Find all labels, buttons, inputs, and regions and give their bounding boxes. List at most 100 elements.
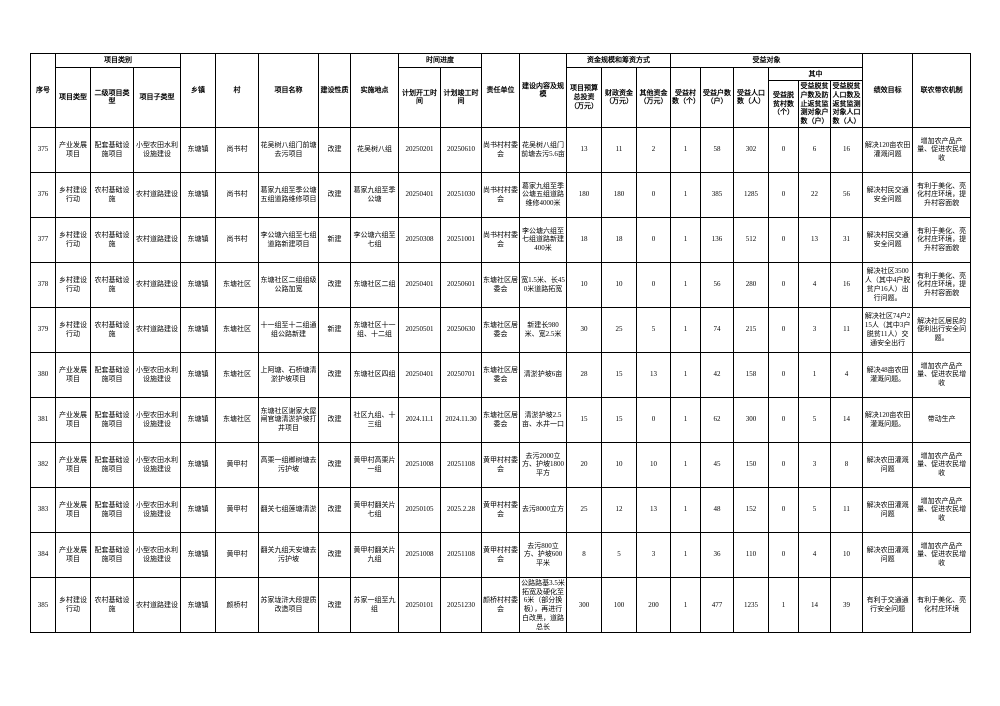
- cell-category-level2: 配套基础设施项目: [90, 441, 134, 488]
- cell-end-date: 20250610: [440, 126, 483, 173]
- cell-other-funds: 200: [636, 576, 672, 634]
- cell-fiscal-funds: 15: [601, 351, 638, 398]
- cell-category-level2: 配套基础设施项目: [90, 531, 134, 578]
- cell-fiscal-funds: 10: [601, 441, 638, 488]
- table-row: 377 乡村建设行动 农村基础设施 农村道路建设 东塘镇 尚书村 李公塘六组至七组道路新建项…: [30, 216, 972, 263]
- cell-poverty-villages: 0: [768, 171, 800, 218]
- cell-total-budget: 15: [566, 396, 603, 443]
- table-header: 序号 项目类别 乡镇 村 项目名称 建设性质 实施地点 时间进度 责任单位 建设…: [30, 53, 972, 128]
- cell-serial: 384: [30, 531, 56, 578]
- col-group-category: 项目类别: [54, 53, 182, 68]
- cell-poverty-villages: 0: [768, 396, 800, 443]
- cell-end-date: 20251108: [440, 441, 483, 488]
- cell-build-nature: 改建: [318, 531, 352, 578]
- cell-total-budget: 8: [566, 531, 603, 578]
- cell-project-name: 十一组至十二组通组公路新建: [258, 306, 320, 353]
- cell-beneficiary-households: 42: [700, 351, 735, 398]
- cell-beneficiary-population: 110: [733, 531, 770, 578]
- cell-poverty-villages: 0: [768, 216, 800, 263]
- cell-village: 尚书村: [215, 216, 260, 263]
- cell-serial: 375: [30, 126, 56, 173]
- cell-location: 黄甲村翻关片九组: [350, 531, 400, 578]
- cell-serial: 385: [30, 576, 56, 634]
- table-row: 381 产业发展项目 配套基础设施项目 小型农田水利设施建设 东塘镇 东塘社区 东塘社区谢家…: [30, 396, 972, 443]
- col-header-location: 实施地点: [350, 53, 400, 128]
- cell-poverty-villages: 0: [768, 306, 800, 353]
- cell-start-date: 20250501: [398, 306, 442, 353]
- cell-performance-goal: 解决村民交通安全问题: [862, 216, 914, 263]
- cell-project-name: 李公塘六组至七组道路新建项目: [258, 216, 320, 263]
- col-header-category-sub: 项目子类型: [132, 67, 182, 128]
- cell-end-date: 20250701: [440, 351, 483, 398]
- cell-beneficiary-population: 280: [733, 261, 770, 308]
- cell-category-type: 乡村建设行动: [55, 576, 91, 634]
- col-header-category-level2: 二级项目类型: [90, 67, 134, 128]
- col-header-poverty-villages: 受益脱贫村数（个）: [768, 80, 800, 128]
- cell-location: 李公塘六组至七组: [350, 216, 400, 263]
- cell-end-date: 2025.2.28: [440, 486, 483, 533]
- cell-total-budget: 10: [566, 261, 603, 308]
- cell-beneficiary-households: 45: [700, 441, 735, 488]
- cell-category-sub: 农村道路建设: [132, 261, 182, 308]
- table-row: 380 产业发展项目 配套基础设施项目 小型农田水利设施建设 东塘镇 东塘社区 上阿塘、石桥…: [30, 351, 972, 398]
- cell-other-funds: 0: [636, 171, 672, 218]
- cell-location: 黄甲村翻关片七组: [350, 486, 400, 533]
- cell-poverty-villages: 0: [768, 441, 800, 488]
- cell-fiscal-funds: 10: [601, 261, 638, 308]
- cell-total-budget: 20: [566, 441, 603, 488]
- cell-beneficiary-households: 36: [700, 531, 735, 578]
- cell-category-type: 产业发展项目: [55, 396, 91, 443]
- cell-town: 东塘镇: [180, 576, 217, 634]
- cell-village: 黄甲村: [215, 486, 260, 533]
- cell-build-nature: 改建: [318, 486, 352, 533]
- cell-category-type: 乡村建设行动: [55, 306, 91, 353]
- cell-poverty-population: 39: [830, 576, 864, 634]
- cell-performance-goal: 解决社区74户215人（其中3户脱贫11人）交通安全出行: [862, 306, 914, 353]
- cell-other-funds: 0: [636, 396, 672, 443]
- cell-beneficiary-villages: 1: [670, 306, 702, 353]
- cell-category-sub: 小型农田水利设施建设: [132, 486, 182, 533]
- cell-project-name: 葛家九组至季公塘五组道路维修项目: [258, 171, 320, 218]
- cell-beneficiary-population: 152: [733, 486, 770, 533]
- cell-build-nature: 改建: [318, 351, 352, 398]
- cell-beneficiary-households: 477: [700, 576, 735, 634]
- cell-category-level2: 配套基础设施项目: [90, 396, 134, 443]
- cell-town: 东塘镇: [180, 171, 217, 218]
- cell-town: 东塘镇: [180, 306, 217, 353]
- cell-category-sub: 农村道路建设: [132, 306, 182, 353]
- cell-content-scale: 新建长980米、宽2.5米: [519, 306, 568, 353]
- col-header-responsible-unit: 责任单位: [481, 53, 521, 128]
- cell-performance-goal: 解决120亩农田灌溉问题: [862, 126, 914, 173]
- cell-other-funds: 10: [636, 441, 672, 488]
- cell-beneficiary-villages: 1: [670, 216, 702, 263]
- cell-poverty-population: 56: [830, 171, 864, 218]
- cell-village: 颜桥村: [215, 576, 260, 634]
- cell-serial: 380: [30, 351, 56, 398]
- cell-poverty-households: 6: [798, 126, 832, 173]
- cell-end-date: 20251230: [440, 576, 483, 634]
- cell-linkage-mechanism: 增加农产品产量、促进农民增收: [912, 351, 972, 398]
- cell-category-sub: 农村道路建设: [132, 171, 182, 218]
- cell-linkage-mechanism: 增加农产品产量、促进农民增收: [912, 531, 972, 578]
- cell-build-nature: 改建: [318, 261, 352, 308]
- table-row: 378 乡村建设行动 农村基础设施 农村道路建设 东塘镇 东塘社区 东塘社区二组组级公路加宽…: [30, 261, 972, 308]
- col-header-content-scale: 建设内容及规模: [519, 53, 568, 128]
- cell-content-scale: 公路路基3.5米拓宽及硬化至6米（部分换板），再进行白改黑，道路总长: [519, 576, 568, 634]
- cell-start-date: 20250308: [398, 216, 442, 263]
- cell-poverty-households: 5: [798, 396, 832, 443]
- cell-build-nature: 新建: [318, 306, 352, 353]
- cell-town: 东塘镇: [180, 351, 217, 398]
- cell-poverty-villages: 0: [768, 126, 800, 173]
- cell-build-nature: 改建: [318, 441, 352, 488]
- cell-poverty-population: 16: [830, 126, 864, 173]
- cell-serial: 379: [30, 306, 56, 353]
- cell-fiscal-funds: 18: [601, 216, 638, 263]
- col-header-beneficiary-population: 受益人口数（人）: [733, 67, 770, 128]
- col-header-performance-goal: 绩效目标: [862, 53, 914, 128]
- cell-town: 东塘镇: [180, 486, 217, 533]
- cell-project-name: 高栗一组榔树塘去污护坡: [258, 441, 320, 488]
- cell-beneficiary-households: 136: [700, 216, 735, 263]
- cell-build-nature: 改建: [318, 576, 352, 634]
- cell-linkage-mechanism: 有利于美化、亮化村庄环境，提升村容面貌: [912, 261, 972, 308]
- cell-linkage-mechanism: 带动生产: [912, 396, 972, 443]
